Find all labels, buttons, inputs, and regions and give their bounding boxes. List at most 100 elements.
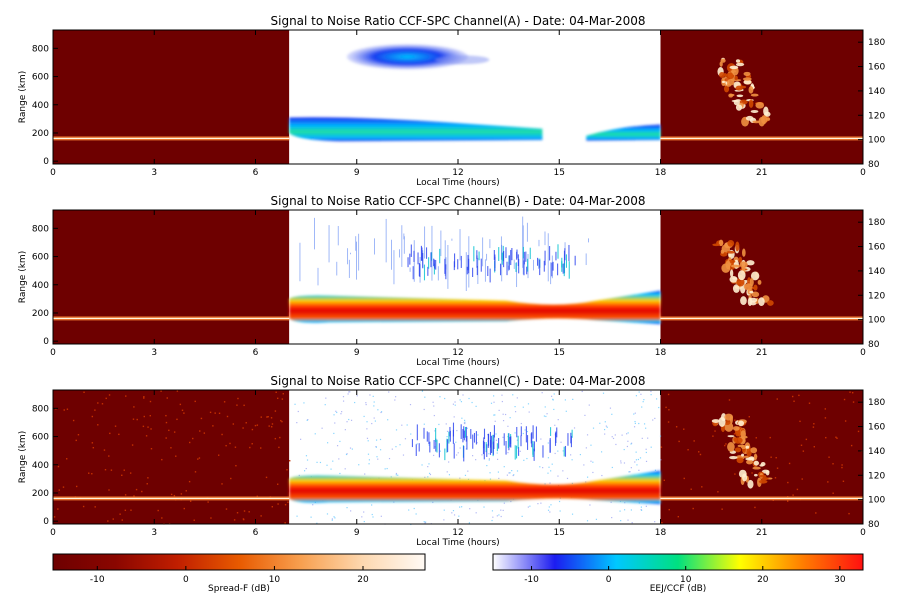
noise-speck [547,442,549,444]
noise-speck [346,507,348,509]
noise-speck [260,515,262,517]
noise-speck [371,504,373,506]
noise-speck [712,435,714,437]
noise-speck [316,461,318,463]
spread-f-plume [740,296,747,306]
noise-speck [631,442,633,444]
noise-speck [516,470,519,472]
noise-speck [507,452,509,454]
noise-speck [146,483,148,485]
noise-speck [544,406,546,408]
noise-speck [445,423,447,425]
noise-speck [769,436,771,439]
noise-speck [367,453,370,455]
noise-speck [459,477,461,479]
noise-speck [661,521,663,524]
noise-speck [221,433,223,436]
noise-speck [332,460,334,462]
noise-speck [150,448,153,450]
x-tick-label: 21 [756,528,767,538]
noise-speck [488,453,490,455]
spread-f-plume [743,79,752,85]
spread-f-plume [718,239,724,247]
noise-speck [459,506,461,508]
noise-speck [611,466,613,469]
noise-speck [520,422,522,425]
spread-f-plume [753,284,758,291]
noise-speck [544,483,546,485]
noise-speck [448,461,450,463]
noise-speck [399,444,401,446]
noise-speck [423,423,425,425]
noise-speck [326,513,329,515]
noise-speck [157,509,159,512]
noise-speck [585,447,587,449]
noise-speck [366,421,368,423]
noise-speck [275,391,277,393]
noise-speck [630,509,632,511]
y-axis-label: Range (km) [18,71,28,123]
noise-speck [303,402,305,404]
noise-speck [604,421,606,423]
noise-speck [573,427,576,429]
noise-speck [634,420,636,423]
noise-speck [374,420,376,422]
noise-speck [149,400,152,403]
noise-speck [650,446,652,448]
noise-speck [207,501,209,503]
noise-speck [751,472,753,474]
spread-f-plume [732,284,740,293]
y-tick-label: 400 [32,461,49,471]
noise-speck [549,482,551,484]
noise-speck [278,446,280,449]
noise-speck [645,448,647,450]
noise-speck [557,450,559,452]
y-tick-right-label: 80 [868,160,880,170]
noise-speck [690,488,692,490]
noise-speck [395,446,397,448]
noise-speck [330,468,332,470]
noise-speck [380,411,382,414]
noise-speck [571,482,574,485]
noise-speck [333,414,335,416]
noise-speck [645,505,647,507]
noise-speck [325,397,327,399]
y-tick-label: 600 [32,433,49,443]
noise-speck [307,419,309,421]
spread-f-plume [735,59,741,63]
noise-speck [365,403,367,406]
noise-speck [256,424,259,426]
noise-speck [66,458,68,460]
spread-f-plume [747,479,754,489]
noise-speck [468,397,470,400]
chart-title: Signal to Noise Ratio CCF-SPC Channel(C)… [270,374,645,388]
panel-c: Signal to Noise Ratio CCF-SPC Channel(C)… [18,374,885,548]
noise-speck [82,505,85,508]
noise-speck [455,454,458,456]
noise-speck [852,401,855,403]
noise-speck [333,516,335,518]
noise-speck [212,425,214,427]
noise-speck [346,453,348,455]
noise-speck [586,520,589,522]
noise-speck [570,454,572,456]
noise-speck [668,409,670,411]
noise-speck [754,506,756,509]
x-tick-label: 0 [860,528,866,538]
spread-f-plume [735,104,743,111]
noise-speck [432,401,434,403]
noise-speck [471,401,473,404]
noise-speck [408,509,410,511]
noise-speck [641,406,643,408]
noise-speck [193,519,195,521]
noise-speck [488,459,490,461]
noise-speck [375,446,378,448]
noise-speck [590,444,592,446]
noise-speck [305,455,308,457]
noise-speck [334,517,336,519]
spread-f-window [660,390,863,524]
y-axis-label: Range (km) [18,431,28,483]
noise-speck [677,515,680,518]
noise-speck [643,399,645,401]
noise-speck [379,438,382,441]
